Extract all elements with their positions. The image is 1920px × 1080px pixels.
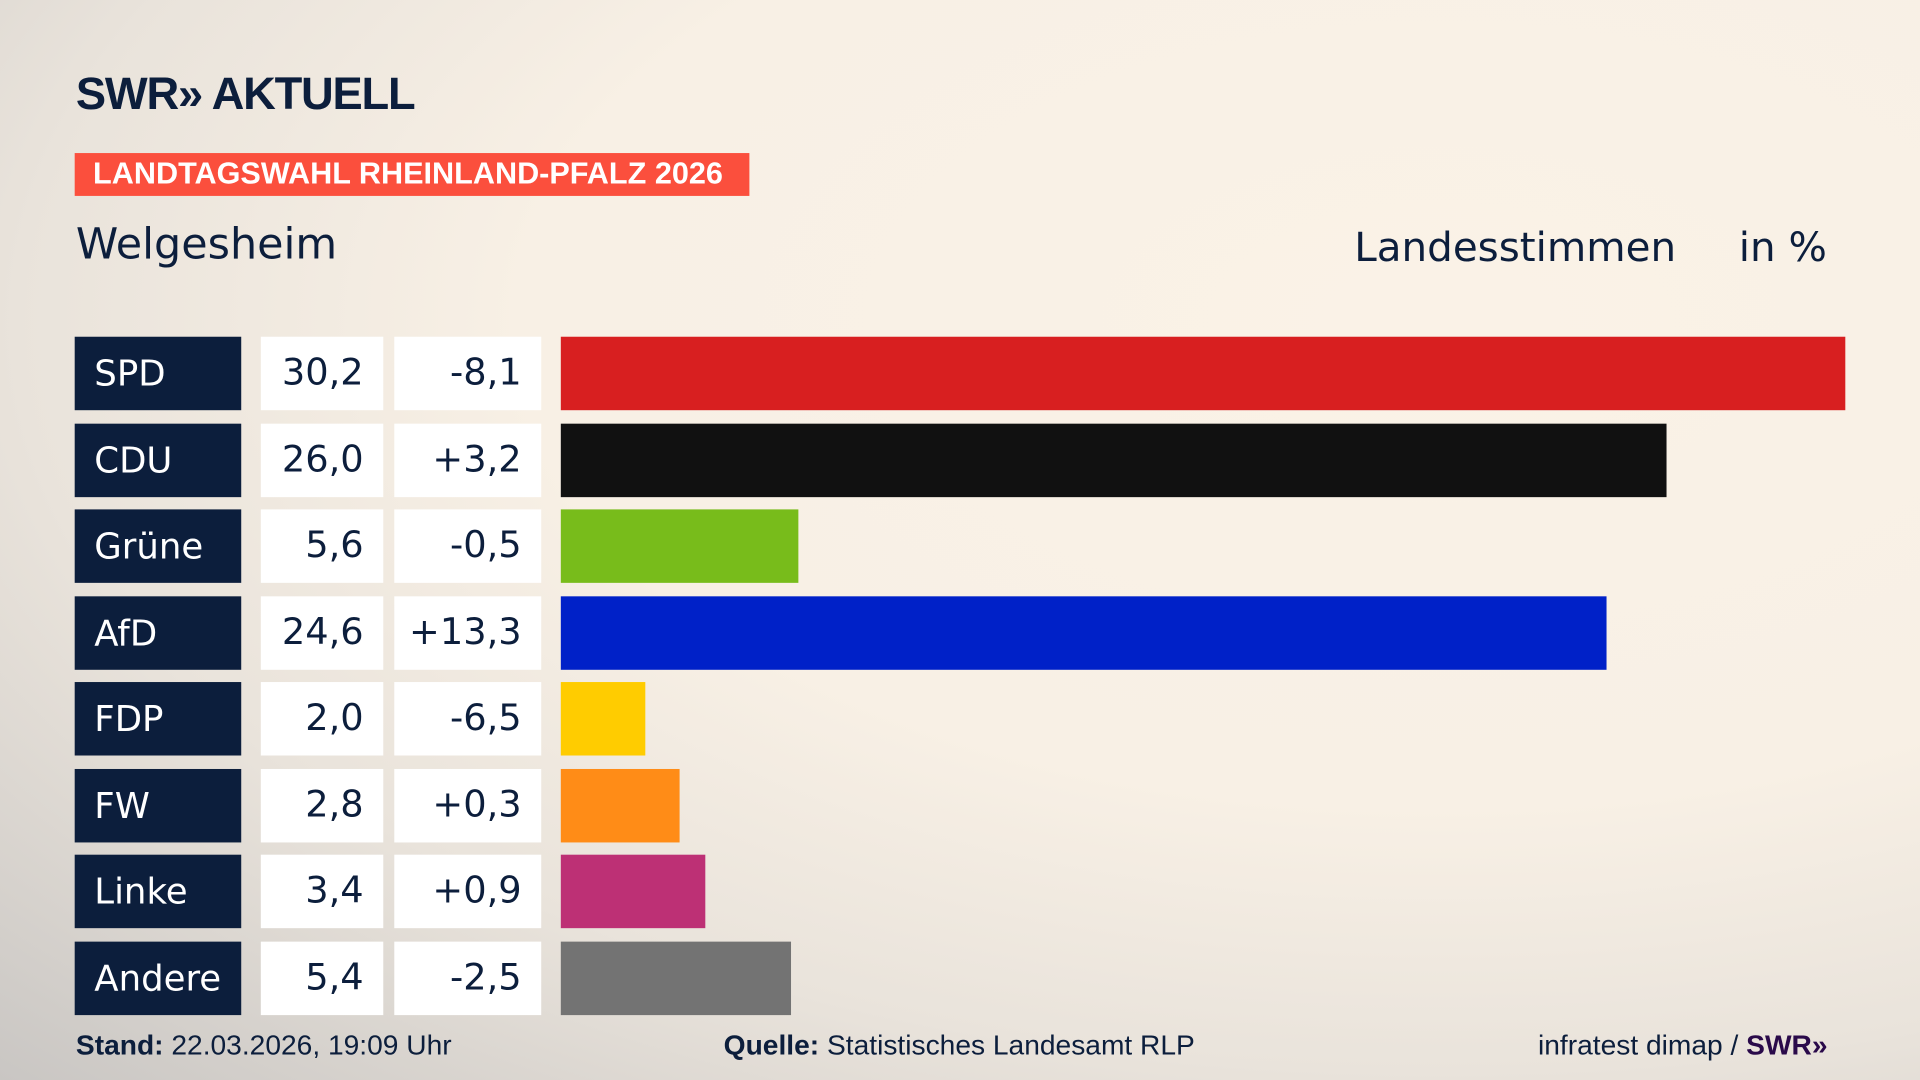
location-title: Welgesheim <box>75 220 338 270</box>
party-row: Linke 3,4 +0,9 <box>0 854 1920 929</box>
party-row: FW 2,8 +0,3 <box>0 768 1920 842</box>
vote-share: 2,8 <box>260 768 384 842</box>
bar-grüne <box>560 509 799 583</box>
party-name: FW <box>74 768 242 842</box>
credit: infratest dimap / SWR» <box>1537 1028 1828 1061</box>
party-row: AfD 24,6 +13,3 <box>0 595 1920 670</box>
vote-share: 5,4 <box>260 941 384 1015</box>
swr-aktuell-logo: SWR» AKTUELL <box>75 68 416 119</box>
bar-cdu <box>560 423 1667 497</box>
vote-share: 26,0 <box>260 423 384 497</box>
vote-share: 30,2 <box>260 336 384 411</box>
vote-share: 5,6 <box>260 509 384 583</box>
timestamp: Stand: 22.03.2026, 19:09 Uhr <box>75 1028 452 1061</box>
bar-spd <box>560 336 1846 411</box>
party-name: AfD <box>74 595 242 670</box>
vote-change: -8,1 <box>394 336 542 411</box>
vote-change: +13,3 <box>394 595 542 670</box>
vote-share: 3,4 <box>260 854 384 929</box>
vote-share: 2,0 <box>260 682 384 756</box>
vote-share: 24,6 <box>260 595 384 670</box>
party-name: SPD <box>74 336 242 411</box>
party-row: Grüne 5,6 -0,5 <box>0 509 1920 583</box>
bar-linke <box>560 854 706 929</box>
source: Quelle: Statistisches Landesamt RLP <box>723 1028 1195 1061</box>
vote-change: -6,5 <box>394 682 542 756</box>
unit-label: in % <box>1738 222 1827 271</box>
vote-change: +0,9 <box>394 854 542 929</box>
bar-andere <box>560 941 791 1015</box>
party-name: Andere <box>74 941 242 1015</box>
party-name: Grüne <box>74 509 242 583</box>
vote-change: -0,5 <box>394 509 542 583</box>
measure-label: Landesstimmen <box>1354 222 1677 271</box>
party-name: CDU <box>74 423 242 497</box>
bar-fw <box>560 768 680 842</box>
party-row: SPD 30,2 -8,1 <box>0 336 1920 411</box>
bar-afd <box>560 595 1607 670</box>
party-name: FDP <box>74 682 242 756</box>
vote-change: -2,5 <box>394 941 542 1015</box>
party-row: FDP 2,0 -6,5 <box>0 682 1920 756</box>
party-row: CDU 26,0 +3,2 <box>0 423 1920 497</box>
party-name: Linke <box>74 854 242 929</box>
vote-change: +3,2 <box>394 423 542 497</box>
vote-change: +0,3 <box>394 768 542 842</box>
bar-fdp <box>560 682 646 756</box>
party-row: Andere 5,4 -2,5 <box>0 941 1920 1015</box>
election-tag: LANDTAGSWAHL RHEINLAND-PFALZ 2026 <box>74 153 750 196</box>
